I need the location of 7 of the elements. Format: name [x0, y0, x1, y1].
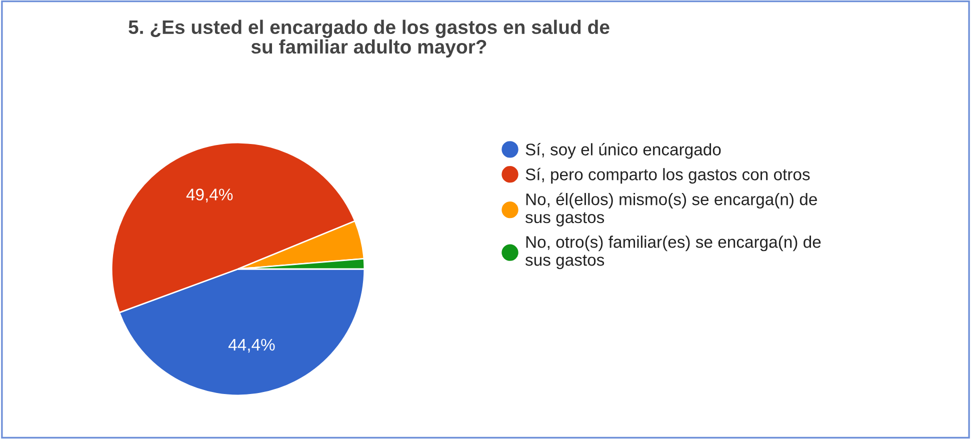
data-label: 49,4%	[186, 188, 233, 202]
data-label: 44,4%	[228, 338, 275, 353]
legend-label: Sí, pero comparto los gastos con otros	[526, 168, 810, 184]
legend-label: No, él(ellos) mismo(s) se encarga(n) de sus gastos	[525, 192, 817, 226]
legend-label: Sí, soy el único encargado	[526, 143, 721, 159]
legend-label: No, otro(s) familiar(es) se encarga(n) de sus gastos	[525, 236, 821, 270]
chart-title: 5. ¿Es usted el encargado de los gastos en salud de su familiar adulto mayor?	[128, 20, 610, 58]
